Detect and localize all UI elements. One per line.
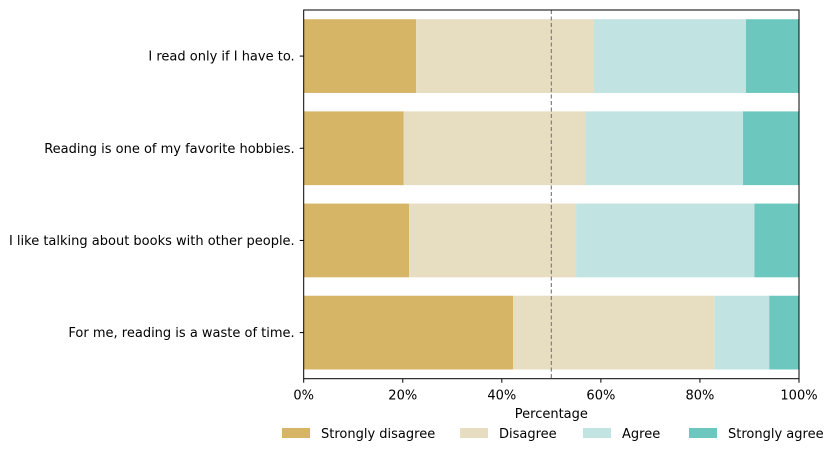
y-tick-label: I like talking about books with other pe…	[9, 234, 295, 249]
y-tick-label: For me, reading is a waste of time.	[68, 326, 294, 341]
x-tick-label: 40%	[487, 389, 516, 404]
legend-label: Strongly disagree	[321, 427, 435, 442]
x-tick-label: 20%	[388, 389, 417, 404]
x-axis-label: Percentage	[515, 407, 588, 422]
plot-frame	[303, 9, 800, 380]
bar-agree-1	[585, 111, 744, 186]
legend-swatch	[460, 428, 488, 438]
bar-strongly-disagree-1	[303, 111, 404, 186]
bar-strongly-disagree-2	[303, 203, 410, 278]
y-tick-label: I read only if I have to.	[148, 50, 294, 65]
x-axis: 0% 20% 40% 60% 80% 100%	[293, 378, 818, 404]
bars-group	[303, 19, 799, 370]
bar-strongly-agree-3	[769, 295, 799, 370]
legend-label: Disagree	[499, 427, 557, 442]
bar-strongly-agree-1	[743, 111, 799, 186]
legend-swatch	[282, 428, 310, 438]
bar-disagree-1	[403, 111, 586, 186]
bar-strongly-agree-0	[746, 19, 799, 93]
x-tick-label: 0%	[293, 389, 314, 404]
legend: Strongly disagree Disagree Agree Strongly a…	[282, 427, 824, 442]
x-tick-label: 60%	[586, 389, 615, 404]
x-tick-label: 80%	[685, 389, 714, 404]
bar-disagree-3	[513, 295, 715, 370]
bar-disagree-0	[416, 19, 594, 93]
bar-strongly-agree-2	[754, 203, 799, 278]
legend-label: Agree	[622, 427, 660, 442]
bar-strongly-disagree-3	[303, 295, 514, 370]
legend-swatch	[583, 428, 611, 438]
legend-swatch	[689, 428, 717, 438]
bar-agree-2	[576, 203, 755, 278]
bar-strongly-disagree-0	[303, 19, 417, 93]
bar-agree-3	[714, 295, 770, 370]
bar-agree-0	[593, 19, 747, 93]
legend-label: Strongly agree	[728, 427, 824, 442]
y-axis: I read only if I have to. Reading is one …	[9, 50, 304, 341]
bar-disagree-2	[409, 203, 577, 278]
x-tick-label: 100%	[780, 389, 817, 404]
y-tick-label: Reading is one of my favorite hobbies.	[44, 142, 294, 157]
